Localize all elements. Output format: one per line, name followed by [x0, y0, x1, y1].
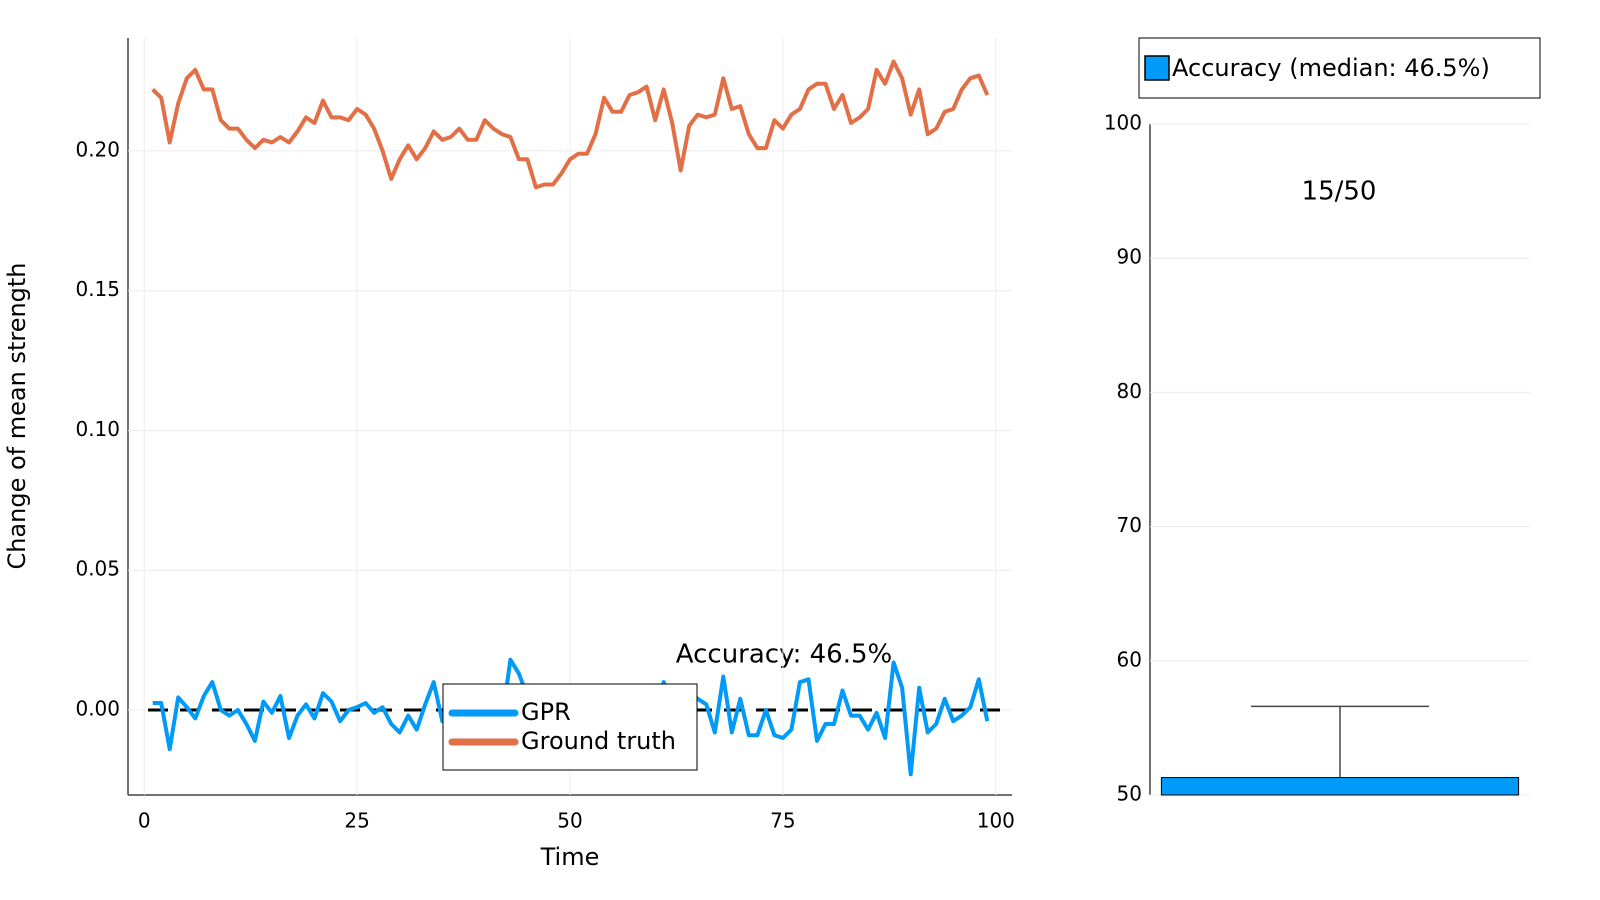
- y-tick-label: 0.10: [75, 417, 120, 441]
- y-tick-label: 0.20: [75, 137, 120, 161]
- y-tick-label: 100: [1104, 111, 1142, 135]
- annotation: Accuracy: 46.5%: [676, 640, 892, 670]
- annotation: 15/50: [1302, 177, 1377, 207]
- x-tick-label: 25: [344, 809, 369, 833]
- y-tick-label: 90: [1117, 245, 1142, 269]
- y-tick-label: 0.05: [75, 557, 120, 581]
- x-tick-label: 100: [977, 809, 1015, 833]
- legend-swatch: [1144, 55, 1170, 81]
- legend-box: [1138, 37, 1541, 99]
- data-line: [151, 59, 990, 190]
- y-tick-label: 0.15: [75, 277, 120, 301]
- bar: [1160, 777, 1520, 796]
- y-tick-label: 60: [1117, 647, 1142, 671]
- y-tick-label: 80: [1117, 379, 1142, 403]
- legend-box: [442, 683, 698, 771]
- y-tick-label: 70: [1117, 513, 1142, 537]
- x-tick-label: 50: [557, 809, 582, 833]
- error-bar: [1251, 705, 1429, 778]
- legend-label: Accuracy (median: 46.5%): [1172, 54, 1490, 82]
- y-tick-label: 50: [1117, 782, 1142, 806]
- legend-label: GPR: [521, 698, 571, 726]
- x-axis-label: Time: [540, 843, 600, 871]
- x-tick-label: 0: [138, 809, 151, 833]
- legend-label: Ground truth: [521, 727, 676, 755]
- y-tick-label: 0.00: [75, 697, 120, 721]
- y-axis-label: Change of mean strength: [3, 262, 31, 569]
- x-tick-label: 75: [770, 809, 795, 833]
